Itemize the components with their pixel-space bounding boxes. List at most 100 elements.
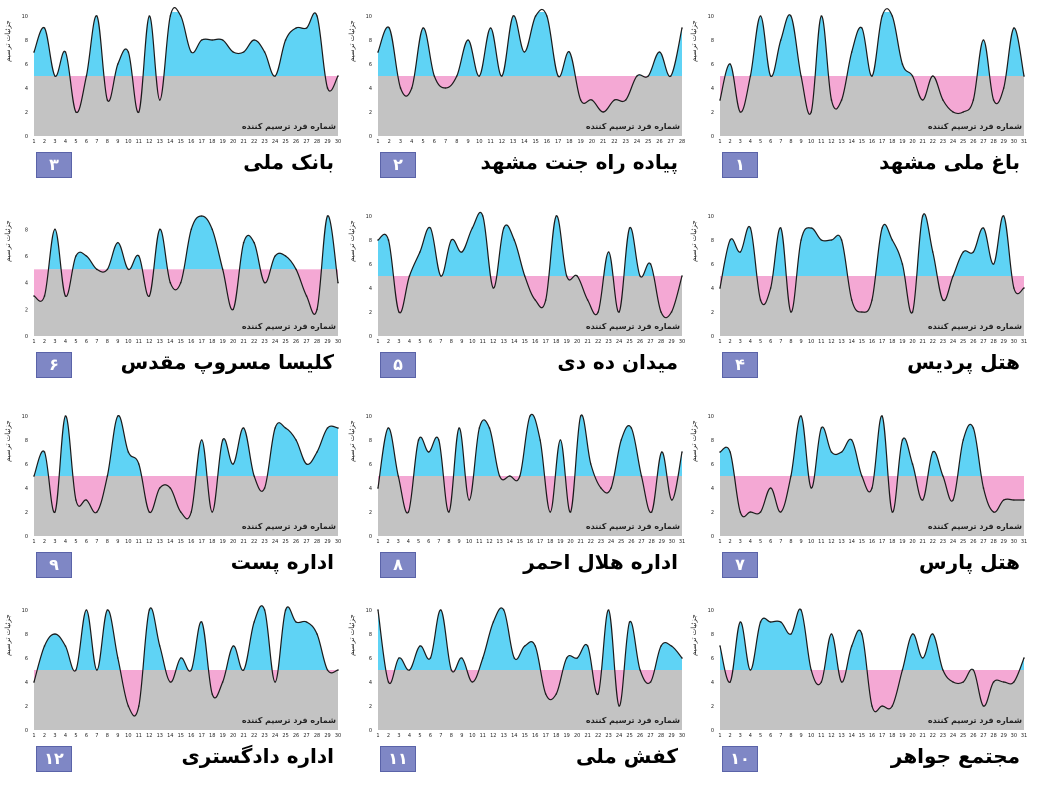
data-point-21 [921,99,924,101]
data-point-3 [399,87,402,89]
x-tick-label: 8 [450,733,453,739]
x-tick-label: 21 [919,139,925,145]
data-point-2 [43,27,46,29]
data-point-18 [211,228,214,231]
data-point-13 [840,239,843,241]
x-tick-label: 17 [199,539,205,545]
x-tick-label: 12 [828,733,834,739]
x-tick-label: 4 [410,139,413,145]
base-area [34,269,338,336]
x-tick-label: 22 [595,339,601,345]
data-point-14 [850,51,853,53]
data-point-2 [387,681,390,683]
y-tick-label: 10 [366,414,372,420]
y-tick-label: 8 [711,438,714,444]
x-tick-label: 8 [789,139,792,145]
y-tick-label: 8 [25,38,28,44]
x-tick-label: 28 [990,539,996,545]
data-point-23 [263,609,266,611]
x-tick-label: 9 [116,539,119,545]
x-tick-label: 30 [335,139,341,145]
x-tick-label: 15 [522,733,528,739]
data-point-16 [534,299,537,301]
x-tick-label: 30 [335,339,341,345]
data-point-30 [1013,27,1015,29]
x-tick-label: 10 [469,339,475,345]
data-point-7 [780,39,782,41]
x-tick-label: 6 [429,733,432,739]
x-tick-label: 12 [828,339,834,345]
data-point-1 [377,609,379,611]
x-tick-label: 6 [427,539,430,545]
data-point-15 [179,657,182,659]
data-point-12 [148,511,151,513]
y-tick-label: 8 [25,632,28,638]
x-tick-label: 22 [611,139,617,145]
x-tick-label: 21 [584,733,590,739]
data-point-9 [800,239,802,241]
x-tick-label: 29 [324,339,330,345]
data-point-1 [33,475,35,477]
x-tick-label: 21 [919,733,925,739]
x-tick-label: 1 [718,733,721,739]
data-point-4 [749,669,752,671]
data-point-1 [719,99,721,101]
y-tick-label: 10 [366,214,372,220]
data-point-23 [263,281,266,284]
base-area [378,670,682,730]
data-point-26 [972,427,975,429]
data-point-28 [681,27,683,29]
base-area [34,670,338,730]
x-tick-label: 6 [433,139,436,145]
data-point-23 [607,251,610,253]
x-tick-label: 20 [909,733,915,739]
data-point-16 [871,487,873,489]
data-point-8 [106,268,109,271]
data-point-18 [568,51,571,53]
x-tick-label: 26 [293,339,299,345]
data-point-21 [602,111,604,113]
y-tick-label: 0 [25,728,28,734]
data-point-25 [620,439,622,441]
data-point-2 [43,295,46,297]
data-point-14 [169,281,172,284]
x-tick-label: 6 [85,339,88,345]
x-tick-label: 6 [769,339,772,345]
x-tick-label: 24 [950,733,956,739]
data-point-6 [85,75,88,77]
data-point-14 [513,239,516,241]
series-line [33,215,339,315]
data-point-18 [555,215,558,217]
chart-panel-2: 0 2 4 6 8 10 1 2 3 4 5 6 7 8 9 10 11 12 13 14 15 16 17 18 19 20 21… [344,0,690,192]
y-axis-label: جزئیات ترسیم [4,614,12,656]
data-point-27 [982,487,985,489]
data-point-2 [729,451,731,453]
x-tick-label: 20 [567,539,573,545]
chart-number-badge: ۶ [36,352,72,378]
data-point-12 [148,15,151,17]
chart-panel-12: 0 2 4 6 8 10 1 2 3 4 5 6 7 8 9 10 11 12 13 14 15 16 17 18 19 20 21… [0,594,346,786]
data-point-21 [242,669,245,671]
data-point-20 [911,633,914,635]
data-point-1 [377,51,379,53]
x-tick-label: 7 [95,733,98,739]
x-tick-label: 5 [418,733,421,739]
y-tick-label: 8 [25,438,28,444]
data-point-4 [749,75,752,77]
x-tick-label: 26 [293,733,299,739]
x-tick-label: 12 [146,539,152,545]
data-point-4 [64,645,67,647]
data-point-5 [759,511,762,513]
x-tick-label: 12 [146,139,152,145]
x-tick-label: 11 [136,539,142,545]
chart-panel-7: 0 2 4 6 8 10 1 2 3 4 5 6 7 8 9 10 11 12 13 14 15 16 17 18 19 20 21… [686,400,1032,592]
data-point-1 [377,239,379,241]
data-point-25 [962,439,964,441]
data-point-2 [387,239,390,241]
x-tick-label: 22 [930,139,936,145]
x-tick-label: 1 [376,539,379,545]
data-point-5 [75,669,77,671]
x-tick-label: 16 [532,339,538,345]
